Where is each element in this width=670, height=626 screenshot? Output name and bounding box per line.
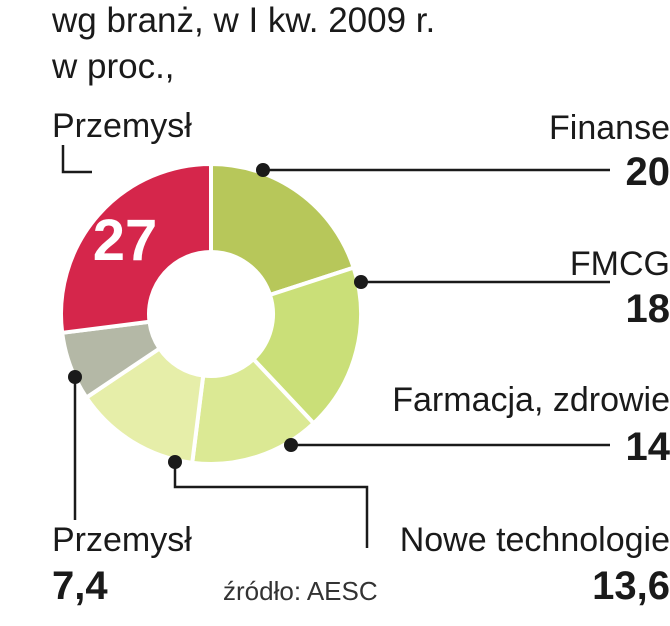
leader-dot-farmacja xyxy=(284,438,298,452)
label-farmacja: Farmacja, zdrowie xyxy=(392,381,670,419)
label-finanse: Finanse xyxy=(549,109,670,147)
chart-subtitle-line-1: wg branż, w I kw. 2009 r. xyxy=(52,1,436,40)
leader-dot-finanse xyxy=(256,163,270,177)
slice-fmcg xyxy=(251,265,363,426)
leader-line-nowe-technologie xyxy=(173,462,369,548)
value-przemysl-bottom: 7,4 xyxy=(52,564,108,608)
label-nowe-technologie: Nowe technologie xyxy=(399,521,670,559)
value-farmacja: 14 xyxy=(625,425,670,469)
label-fmcg: FMCG xyxy=(569,245,670,283)
source-note: źródło: AESC xyxy=(223,576,378,606)
leader-dot-fmcg xyxy=(354,275,368,289)
value-przemysl-large: 27 xyxy=(93,208,158,273)
leader-line-przemysl-large xyxy=(61,145,92,174)
leader-dot-przemysl-small xyxy=(68,370,82,384)
value-fmcg: 18 xyxy=(625,287,670,331)
label-przemysl-top: Przemysł xyxy=(52,107,192,145)
slice-przemysl-large xyxy=(59,162,213,335)
value-nowe-technologie: 13,6 xyxy=(592,564,670,608)
value-finanse: 20 xyxy=(625,150,670,194)
leader-dot-nowe-technologie xyxy=(168,455,182,469)
label-przemysl-bottom: Przemysł xyxy=(52,521,192,559)
chart-subtitle-line-2: w proc., xyxy=(52,47,175,86)
